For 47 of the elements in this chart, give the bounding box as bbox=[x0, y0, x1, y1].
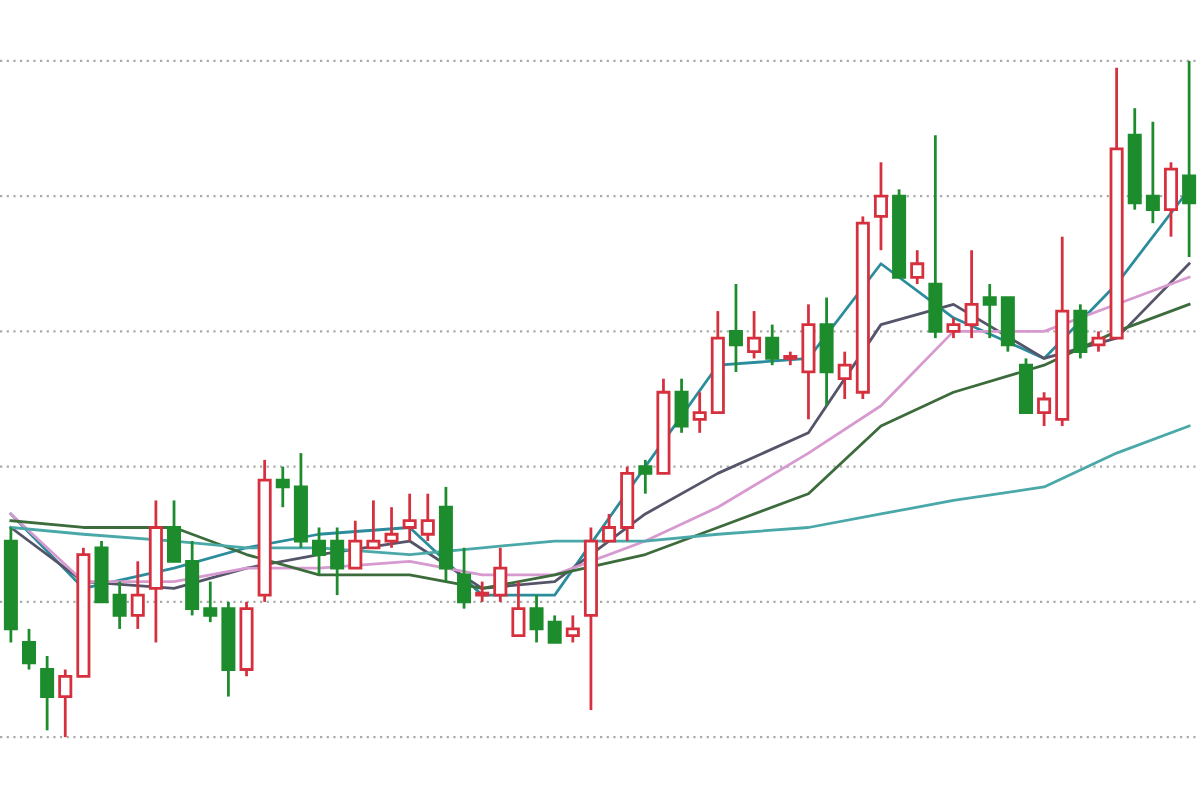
candlestick bbox=[185, 539, 200, 617]
candlestick bbox=[130, 559, 145, 631]
candlestick bbox=[946, 316, 961, 340]
candlestick bbox=[203, 580, 218, 624]
candlestick bbox=[1163, 160, 1179, 239]
candlestick bbox=[475, 580, 490, 604]
candlestick bbox=[384, 505, 399, 550]
candlestick bbox=[928, 133, 943, 340]
candlestick bbox=[457, 546, 472, 611]
candlestick bbox=[420, 492, 435, 543]
candlestick bbox=[275, 465, 290, 509]
candlestick bbox=[167, 499, 182, 563]
candlestick bbox=[58, 668, 73, 739]
candlestick bbox=[1091, 329, 1106, 354]
candlestick bbox=[366, 499, 381, 550]
candlestick bbox=[747, 309, 762, 360]
candlestick bbox=[565, 614, 580, 644]
candlestick bbox=[728, 282, 743, 374]
candlestick bbox=[529, 593, 544, 644]
candlestick bbox=[493, 546, 508, 604]
candlestick bbox=[1037, 390, 1052, 428]
candlestick bbox=[692, 390, 707, 435]
candlestick bbox=[837, 350, 852, 401]
candlestick bbox=[1073, 302, 1088, 360]
candlestick bbox=[402, 492, 417, 543]
candlestick bbox=[1000, 296, 1015, 354]
candlestick bbox=[801, 302, 816, 421]
candlestick bbox=[674, 377, 689, 435]
candlestick bbox=[348, 519, 363, 570]
candlestick bbox=[330, 526, 345, 597]
candlestick bbox=[602, 512, 617, 543]
candlestick bbox=[910, 248, 925, 286]
candlestick bbox=[1145, 120, 1160, 225]
candlestick bbox=[873, 160, 888, 252]
candlestick bbox=[1182, 59, 1197, 259]
candlestick bbox=[1018, 357, 1033, 414]
candlestick bbox=[40, 654, 55, 732]
candlestick bbox=[964, 248, 979, 340]
candlestick bbox=[511, 580, 526, 638]
candlestick bbox=[638, 458, 653, 496]
candlestick bbox=[982, 282, 997, 340]
candlestick bbox=[819, 296, 834, 408]
candlestick bbox=[312, 526, 327, 577]
candlestick bbox=[112, 580, 127, 631]
candlestick bbox=[765, 323, 780, 367]
candlestick bbox=[547, 614, 562, 644]
candlestick bbox=[21, 627, 37, 671]
